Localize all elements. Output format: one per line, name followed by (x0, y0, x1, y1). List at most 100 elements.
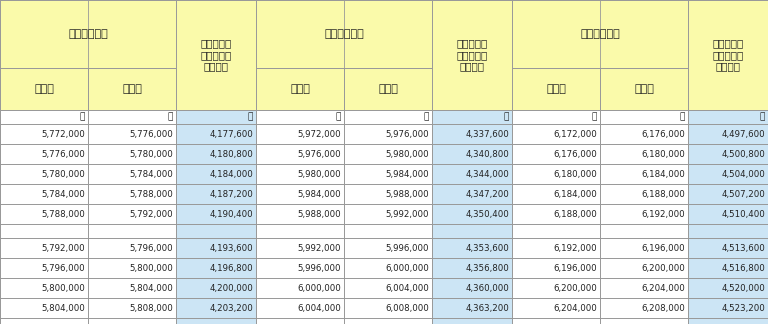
Bar (512, 0, 688, 68)
Text: 給与所得控
除後の給与
等の金額: 給与所得控 除後の給与 等の金額 (456, 39, 488, 72)
Text: 5,780,000: 5,780,000 (129, 149, 173, 158)
Text: 5,776,000: 5,776,000 (129, 130, 173, 138)
Bar (344, 144, 432, 164)
Text: 4,180,800: 4,180,800 (209, 149, 253, 158)
Bar (256, 0, 432, 68)
Bar (256, 124, 344, 144)
Bar (688, 110, 768, 124)
Text: 円: 円 (424, 112, 429, 122)
Text: 円: 円 (680, 112, 685, 122)
Bar (432, 164, 512, 184)
Bar (512, 318, 600, 324)
Text: 以　上: 以 上 (290, 84, 310, 94)
Text: 未　満: 未 満 (122, 84, 142, 94)
Bar (600, 258, 688, 278)
Bar (256, 204, 344, 224)
Text: 6,192,000: 6,192,000 (641, 210, 685, 218)
Bar (0, 144, 88, 164)
Bar (0, 258, 88, 278)
Bar (176, 144, 256, 164)
Bar (88, 124, 176, 144)
Bar (600, 124, 688, 144)
Bar (344, 204, 432, 224)
Text: 5,976,000: 5,976,000 (297, 149, 341, 158)
Bar (256, 144, 344, 164)
Bar (176, 238, 256, 258)
Text: 5,792,000: 5,792,000 (41, 244, 85, 252)
Bar (512, 298, 600, 318)
Bar (688, 318, 768, 324)
Text: 4,177,600: 4,177,600 (209, 130, 253, 138)
Text: 4,353,600: 4,353,600 (465, 244, 509, 252)
Bar (256, 184, 344, 204)
Text: 6,008,000: 6,008,000 (297, 323, 341, 324)
Text: 5,988,000: 5,988,000 (297, 210, 341, 218)
Bar (344, 224, 432, 238)
Text: 5,812,000: 5,812,000 (129, 323, 173, 324)
Bar (432, 144, 512, 164)
Text: 4,513,600: 4,513,600 (721, 244, 765, 252)
Bar (688, 204, 768, 224)
Text: 6,188,000: 6,188,000 (553, 210, 597, 218)
Text: 4,187,200: 4,187,200 (209, 190, 253, 199)
Text: 4,500,800: 4,500,800 (721, 149, 765, 158)
Text: 5,808,000: 5,808,000 (41, 323, 85, 324)
Bar (432, 318, 512, 324)
Bar (0, 124, 88, 144)
Bar (512, 164, 600, 184)
Bar (688, 278, 768, 298)
Text: 4,193,600: 4,193,600 (210, 244, 253, 252)
Bar (688, 164, 768, 184)
Bar (432, 204, 512, 224)
Text: 6,196,000: 6,196,000 (641, 244, 685, 252)
Bar (176, 278, 256, 298)
Text: 給与所得控
除後の給与
等の金額: 給与所得控 除後の給与 等の金額 (200, 39, 232, 72)
Text: 6,184,000: 6,184,000 (641, 169, 685, 179)
Text: 6,000,000: 6,000,000 (386, 263, 429, 272)
Text: 6,204,000: 6,204,000 (553, 304, 597, 313)
Text: 未　満: 未 満 (378, 84, 398, 94)
Text: 6,204,000: 6,204,000 (641, 284, 685, 293)
Text: 5,788,000: 5,788,000 (129, 190, 173, 199)
Bar (688, 124, 768, 144)
Text: 6,008,000: 6,008,000 (386, 304, 429, 313)
Text: 給与所得控
除後の給与
等の金額: 給与所得控 除後の給与 等の金額 (713, 39, 743, 72)
Text: 5,996,000: 5,996,000 (386, 244, 429, 252)
Text: 4,366,400: 4,366,400 (465, 323, 509, 324)
Text: 6,012,000: 6,012,000 (386, 323, 429, 324)
Text: 5,980,000: 5,980,000 (386, 149, 429, 158)
Text: 5,808,000: 5,808,000 (129, 304, 173, 313)
Bar (88, 238, 176, 258)
Bar (344, 110, 432, 124)
Bar (176, 298, 256, 318)
Bar (256, 298, 344, 318)
Bar (176, 0, 256, 110)
Bar (512, 144, 600, 164)
Bar (0, 164, 88, 184)
Text: 以　上: 以 上 (546, 84, 566, 94)
Bar (88, 298, 176, 318)
Bar (256, 0, 344, 110)
Bar (176, 184, 256, 204)
Bar (432, 278, 512, 298)
Text: 4,516,800: 4,516,800 (721, 263, 765, 272)
Text: 4,363,200: 4,363,200 (465, 304, 509, 313)
Bar (256, 238, 344, 258)
Bar (0, 110, 88, 124)
Bar (512, 224, 600, 238)
Bar (688, 298, 768, 318)
Bar (88, 0, 176, 110)
Bar (0, 318, 88, 324)
Bar (176, 0, 256, 110)
Bar (0, 184, 88, 204)
Bar (0, 224, 88, 238)
Bar (512, 258, 600, 278)
Text: 6,004,000: 6,004,000 (386, 284, 429, 293)
Text: 5,784,000: 5,784,000 (129, 169, 173, 179)
Bar (512, 110, 600, 124)
Text: 6,200,000: 6,200,000 (641, 263, 685, 272)
Text: 円: 円 (591, 112, 597, 122)
Text: 5,788,000: 5,788,000 (41, 210, 85, 218)
Bar (256, 224, 344, 238)
Text: 4,344,000: 4,344,000 (465, 169, 509, 179)
